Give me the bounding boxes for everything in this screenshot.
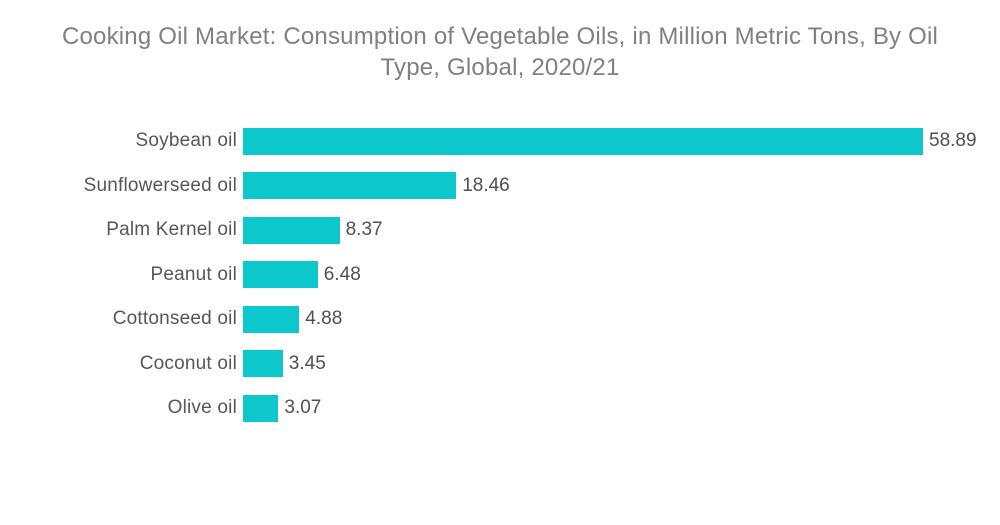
bar-row: Olive oil 3.07 xyxy=(0,386,1000,431)
bar xyxy=(243,127,923,155)
value-label: 3.07 xyxy=(284,397,322,419)
category-label: Cottonseed oil xyxy=(112,308,237,330)
value-label: 4.88 xyxy=(305,308,343,330)
bar xyxy=(243,261,318,289)
bar-row: Sunflowerseed oil 18.46 xyxy=(0,164,1000,209)
category-label: Soybean oil xyxy=(135,130,237,152)
value-label: 8.37 xyxy=(345,219,383,241)
category-label: Peanut oil xyxy=(150,263,237,285)
bar-track: 8.37 xyxy=(243,216,1000,244)
bar-track: 18.46 xyxy=(243,172,1000,200)
bar xyxy=(243,394,279,422)
bar-track: 3.45 xyxy=(243,350,1000,378)
chart-title: Cooking Oil Market: Consumption of Veget… xyxy=(0,21,1000,83)
value-label: 18.46 xyxy=(462,174,510,196)
bar-rows: Soybean oil 58.89 Sunflowerseed oil 18.46 Pa… xyxy=(0,119,1000,431)
category-label: Olive oil xyxy=(167,397,237,419)
bar xyxy=(243,172,457,200)
bar-track: 58.89 xyxy=(243,127,1000,155)
bar-row: Peanut oil 6.48 xyxy=(0,253,1000,298)
bar-row: Palm Kernel oil 8.37 xyxy=(0,208,1000,253)
bar-track: 6.48 xyxy=(243,261,1000,289)
category-label: Palm Kernel oil xyxy=(106,219,237,241)
bar-chart: Cooking Oil Market: Consumption of Veget… xyxy=(0,21,1000,431)
category-label: Coconut oil xyxy=(139,352,237,374)
value-label: 6.48 xyxy=(323,263,361,285)
bar-track: 4.88 xyxy=(243,305,1000,333)
bar-row: Coconut oil 3.45 xyxy=(0,342,1000,387)
bar xyxy=(243,305,300,333)
category-label: Sunflowerseed oil xyxy=(83,174,237,196)
bar-row: Cottonseed oil 4.88 xyxy=(0,297,1000,342)
bar-track: 3.07 xyxy=(243,394,1000,422)
value-label: 58.89 xyxy=(929,130,977,152)
value-label: 3.45 xyxy=(288,352,326,374)
bar xyxy=(243,350,283,378)
chart-title-line-2: Type, Global, 2020/21 xyxy=(380,54,620,81)
bar-row: Soybean oil 58.89 xyxy=(0,119,1000,164)
chart-title-line-1: Cooking Oil Market: Consumption of Veget… xyxy=(61,23,939,50)
bar xyxy=(243,216,340,244)
